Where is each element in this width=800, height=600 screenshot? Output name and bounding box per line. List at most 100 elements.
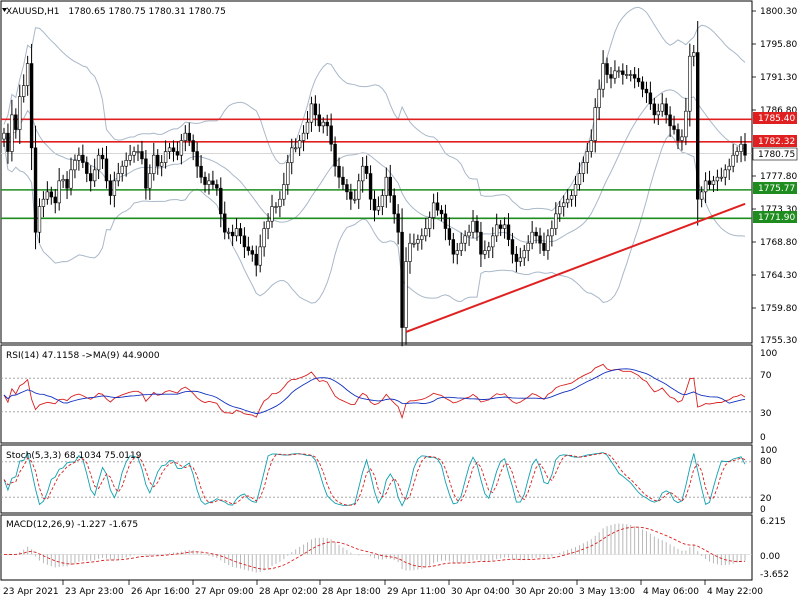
candle-body: [25, 63, 30, 86]
candle-body: [498, 224, 503, 229]
candle-body: [199, 165, 203, 178]
level-tag-1782-32: [753, 135, 797, 147]
candle-body: [435, 202, 440, 211]
time-tick: 23 Apr 2021: [3, 587, 59, 597]
candle-body: [424, 228, 428, 237]
level-tag-text: 1775.77: [758, 184, 795, 194]
candle-body: [325, 121, 329, 127]
bollinger-upper-band: [3, 6, 746, 212]
macd-tick: 6.215: [760, 517, 786, 527]
candle-body: [345, 184, 349, 193]
candle-body: [45, 191, 50, 200]
candle-body: [262, 228, 266, 248]
candle-body: [518, 257, 523, 262]
candle-body: [589, 140, 593, 152]
candle-body: [427, 217, 432, 229]
candle-body: [696, 52, 700, 200]
candle-body: [136, 151, 140, 153]
rsi-tick: 30: [760, 409, 772, 419]
candle-body: [270, 206, 274, 222]
candle-body: [364, 165, 369, 174]
candle-body: [286, 162, 290, 185]
candle-body: [108, 180, 113, 196]
candle-body: [514, 253, 519, 262]
candle-body: [14, 114, 18, 130]
candle-body: [368, 173, 373, 200]
candle-body: [597, 88, 601, 108]
candle-body: [711, 180, 716, 185]
chart-menu-icon[interactable]: [2, 8, 7, 12]
candle-body: [621, 70, 625, 75]
time-tick: 30 Apr 20:00: [515, 587, 574, 597]
candle-body: [226, 231, 231, 234]
candle-body: [234, 228, 239, 237]
candle-body: [73, 160, 77, 171]
candle-body: [727, 165, 731, 171]
stoch-axis: 100 80 20 0: [760, 446, 777, 515]
candle-body: [581, 162, 586, 174]
candle-body: [337, 165, 341, 178]
rsi-tick: 70: [760, 371, 772, 381]
candle-body: [57, 180, 61, 204]
candle-body: [684, 110, 688, 138]
candle-body: [546, 235, 550, 251]
candle-body: [148, 173, 152, 189]
stoch-title: Stoch(5,3,3) 68.1034 75.0119: [6, 451, 142, 461]
candle-body: [692, 52, 696, 57]
stoch-tick: 0: [760, 505, 766, 515]
axes: [62, 10, 756, 585]
candle-body: [61, 179, 65, 182]
candle-body: [605, 63, 609, 75]
candle-body: [167, 147, 172, 152]
candle-body: [144, 158, 148, 189]
candle-body: [707, 180, 712, 185]
current-price-tag: [752, 147, 798, 161]
candle-body: [353, 198, 357, 201]
candle-body: [187, 132, 191, 141]
candle-body: [491, 235, 495, 248]
candle-body: [85, 162, 89, 174]
candle-body: [542, 242, 546, 251]
price-panel-frame: [0, 0, 753, 344]
candle-body: [676, 129, 680, 141]
price-tick: 1773.30: [760, 205, 797, 215]
candle-body: [219, 187, 223, 215]
macd-plot: [1, 523, 752, 573]
candle-body: [211, 180, 215, 185]
candle-body: [132, 151, 136, 156]
candle-body: [526, 242, 530, 251]
candle-body: [18, 96, 22, 130]
candle-body: [420, 235, 424, 240]
candle-body: [672, 125, 676, 130]
candle-body: [333, 143, 337, 167]
candle-body: [207, 180, 211, 185]
candle-body: [120, 165, 124, 174]
candle-body: [183, 132, 188, 141]
candle-body: [613, 70, 617, 79]
candle-body: [313, 103, 318, 116]
candle-body: [69, 169, 73, 189]
candle-body: [124, 160, 128, 167]
price-tick: 1764.30: [760, 271, 797, 281]
candle-body: [92, 169, 97, 182]
time-axis: 23 Apr 2021 23 Apr 23:00 26 Apr 16:00 27…: [3, 587, 763, 597]
candle-body: [215, 184, 219, 189]
candle-body: [278, 198, 282, 207]
candle-body: [274, 206, 278, 208]
candle-body: [561, 202, 566, 207]
candle-body: [305, 121, 310, 134]
level-tag-1785-40: [753, 112, 797, 124]
time-tick: 3 May 13:00: [579, 587, 635, 597]
price-tick: 1777.80: [760, 172, 797, 182]
candle-body: [89, 173, 93, 182]
candle-body: [487, 246, 491, 251]
candle-body: [203, 176, 207, 185]
candle-body: [475, 220, 479, 233]
candle-body: [2, 132, 6, 140]
time-tick: 29 Apr 11:00: [387, 587, 446, 597]
price-tick: 1786.80: [760, 106, 797, 116]
candle-body: [577, 173, 582, 185]
candle-body: [10, 114, 14, 152]
